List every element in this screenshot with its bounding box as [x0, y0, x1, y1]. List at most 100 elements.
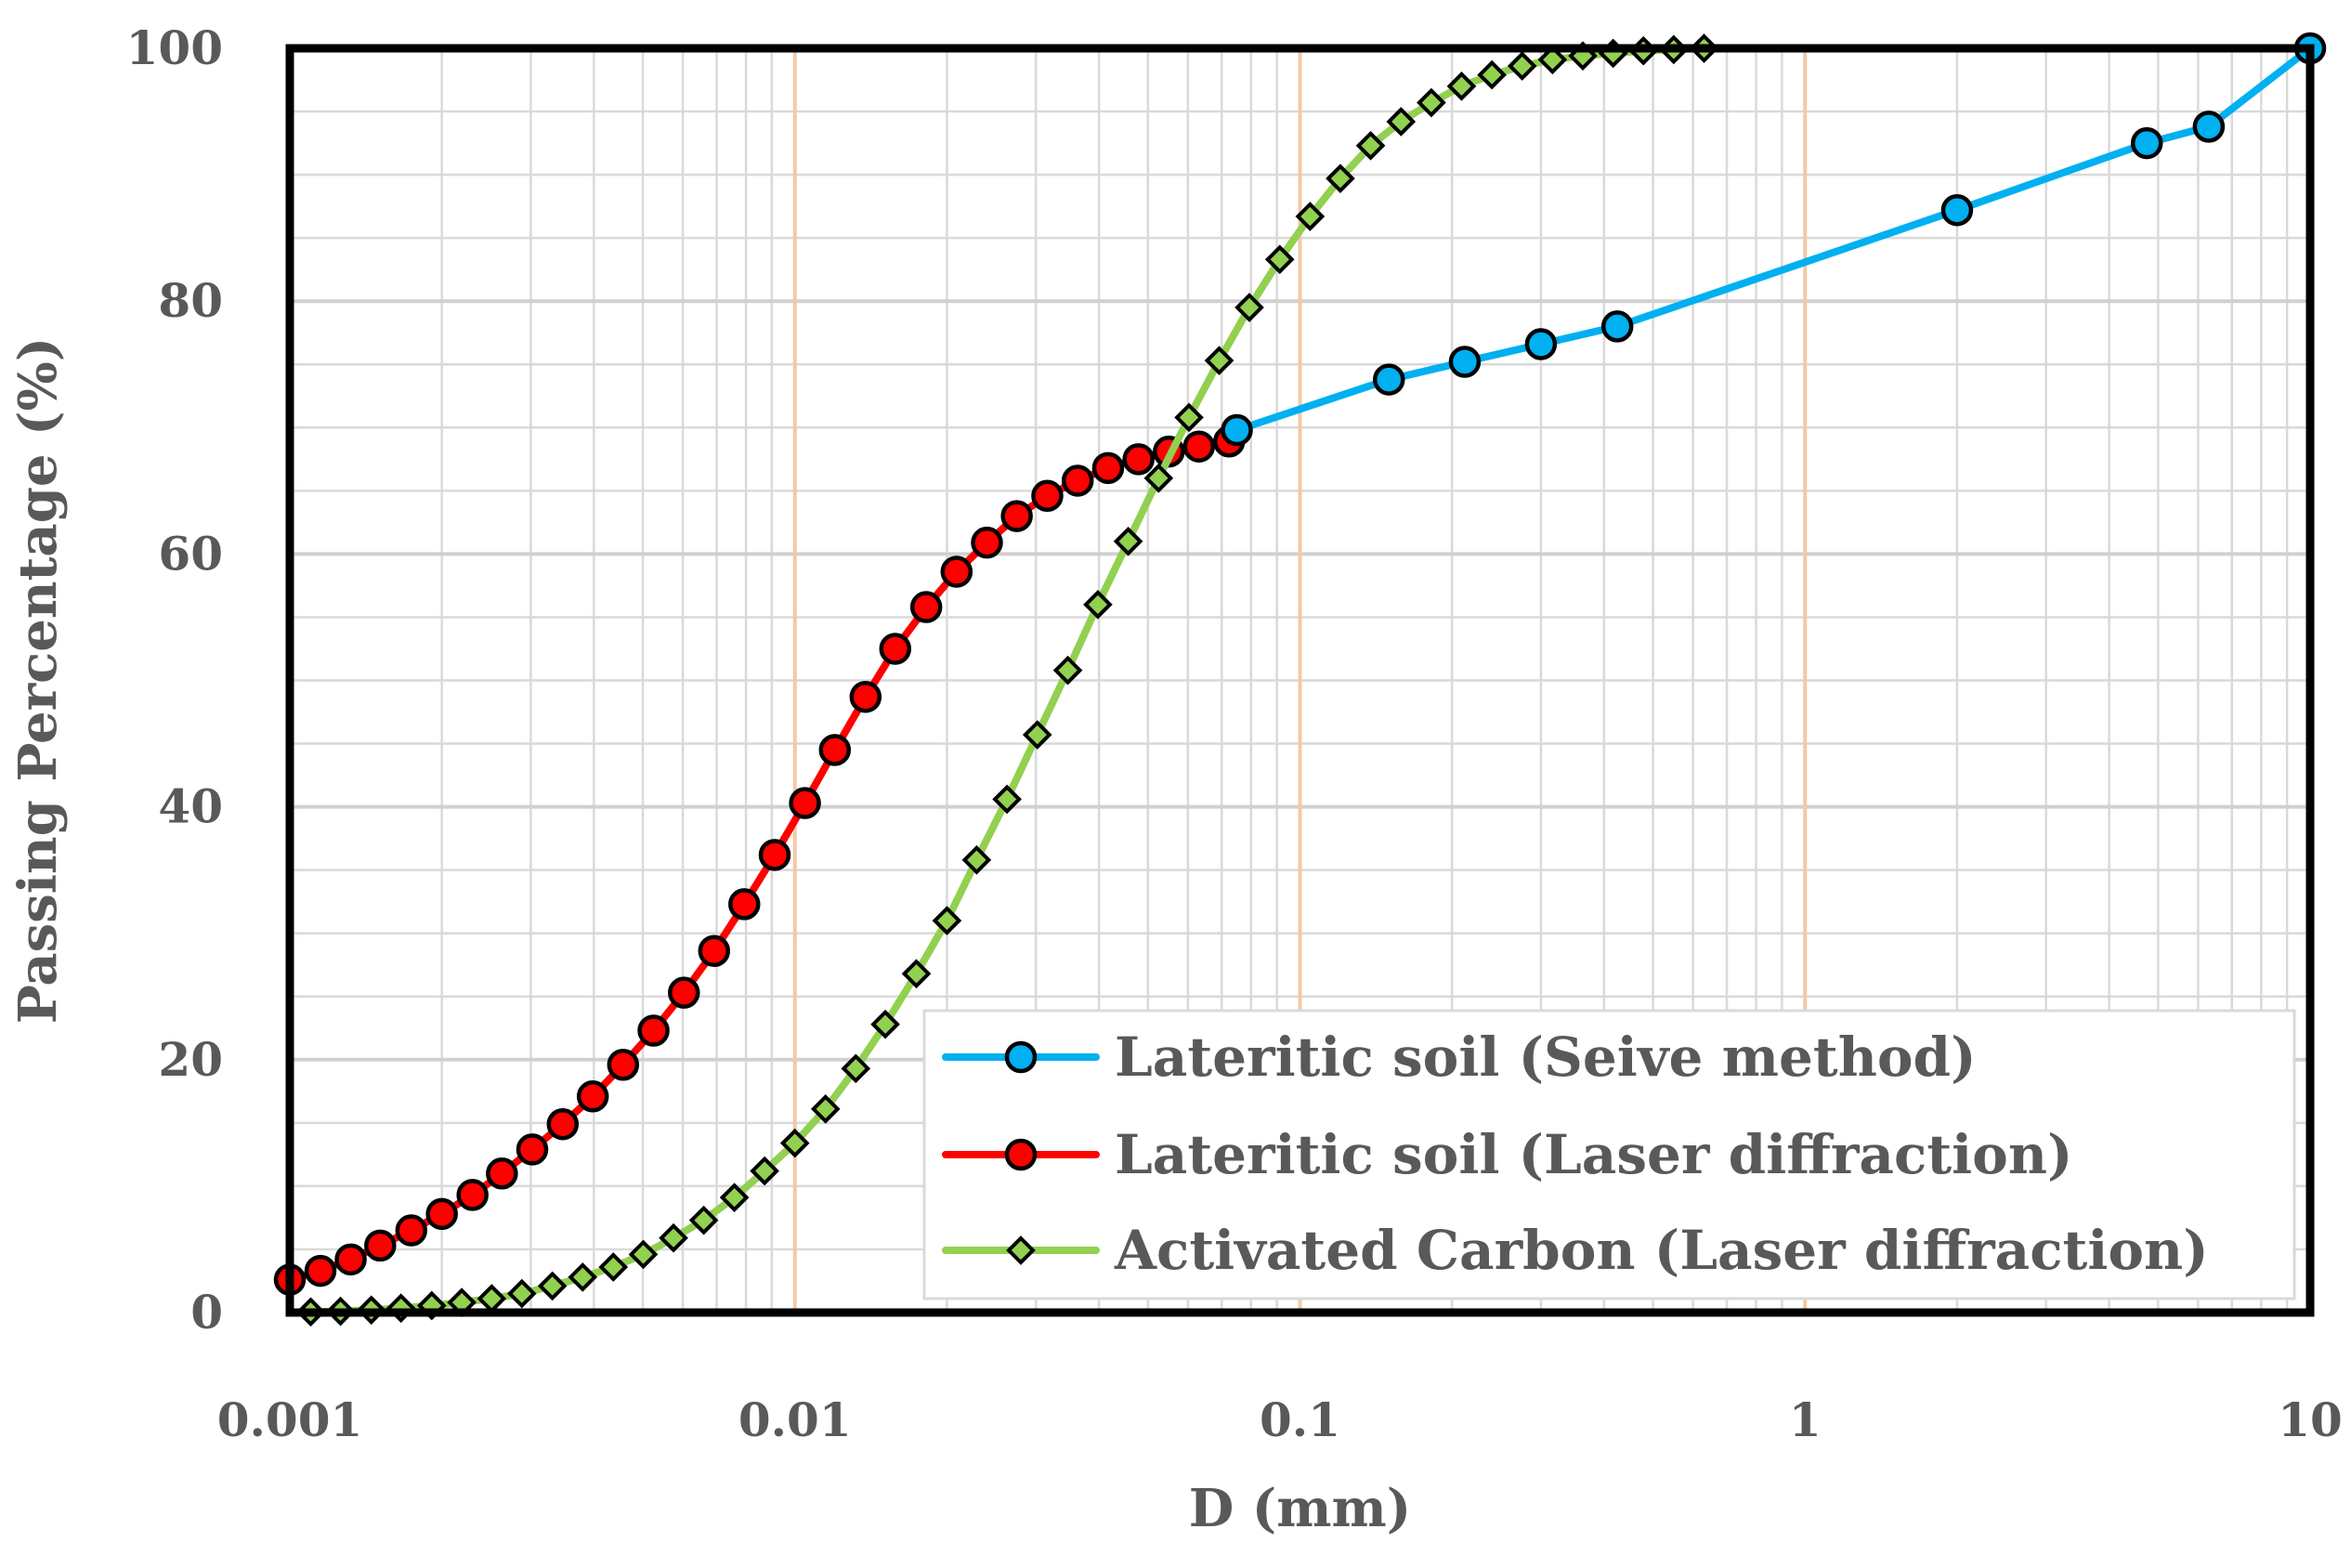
data-point [1113, 526, 1143, 556]
data-point [364, 1229, 397, 1262]
data-point [1234, 293, 1264, 322]
data-point [1386, 107, 1417, 137]
data-point [1174, 402, 1204, 433]
legend-swatch-marker [1004, 1138, 1038, 1171]
x-tick-label: 0.01 [738, 1392, 852, 1447]
data-point [1204, 346, 1234, 375]
data-point [1143, 463, 1174, 493]
legend-swatch-marker [1004, 1040, 1038, 1074]
data-point [1000, 500, 1033, 532]
data-point [2130, 126, 2163, 160]
y-tick-label: 20 [158, 1032, 223, 1087]
data-point [901, 959, 932, 989]
legend-label-laser-soil: Lateritic soil (Laser diffraction) [1115, 1123, 2072, 1186]
legend-entry-laser-soil: Lateritic soil (Laser diffraction) [942, 1123, 2072, 1186]
data-point [516, 1133, 549, 1166]
data-point [304, 1254, 337, 1287]
data-point [637, 1014, 670, 1047]
data-point [1091, 451, 1125, 485]
data-point [537, 1271, 568, 1301]
x-tick-label: 0.1 [1260, 1392, 1340, 1447]
legend-entry-sieve: Lateritic soil (Seive method) [942, 1026, 1977, 1089]
data-point [1022, 720, 1052, 750]
data-point [940, 555, 973, 588]
data-point [607, 1048, 640, 1081]
data-point [1940, 193, 1974, 227]
data-point [1537, 45, 1568, 75]
data-point [1083, 590, 1113, 620]
data-point [841, 1053, 871, 1084]
data-point [870, 1009, 900, 1039]
data-point [810, 1094, 841, 1124]
data-point [1355, 130, 1386, 161]
data-point [1326, 163, 1355, 194]
data-point [961, 844, 992, 875]
data-point [1507, 51, 1537, 81]
data-point [576, 1080, 609, 1113]
data-point [909, 591, 943, 623]
data-point [728, 888, 761, 921]
x-tick-label: 1 [1789, 1392, 1822, 1447]
y-tick-label: 80 [158, 273, 223, 328]
data-point [1061, 464, 1094, 497]
y-tick-label: 100 [126, 20, 223, 75]
data-point [1448, 346, 1482, 378]
data-point [688, 1205, 719, 1235]
data-point [992, 784, 1022, 815]
data-point [779, 1128, 810, 1158]
data-point [2192, 111, 2226, 143]
data-point [971, 526, 1003, 559]
data-point [849, 680, 882, 713]
data-point [719, 1183, 750, 1212]
legend-box [922, 1009, 2296, 1300]
data-point [1524, 328, 1558, 360]
data-point [628, 1239, 659, 1270]
data-point [1182, 430, 1216, 463]
data-point [568, 1262, 598, 1292]
data-point [758, 839, 791, 871]
y-tick-label: 0 [190, 1285, 223, 1339]
data-point [425, 1197, 458, 1231]
x-tick-label: 0.001 [217, 1392, 363, 1447]
x-axis-title: D (mm) [1189, 1478, 1412, 1539]
data-point [456, 1179, 489, 1211]
data-point [932, 906, 962, 935]
data-point [659, 1222, 688, 1253]
x-tick-label: 10 [2278, 1392, 2343, 1447]
y-axis-title: Passing Percentage (%) [7, 337, 69, 1024]
data-point [818, 734, 852, 766]
plot-frame [285, 44, 2315, 1317]
data-point [698, 934, 731, 968]
data-point [546, 1107, 580, 1141]
data-point [395, 1214, 428, 1247]
series-2 [295, 33, 1719, 1327]
data-point [1477, 59, 1507, 90]
data-point [598, 1252, 629, 1282]
tick-labels: 0 20 40 60 80 100 0.001 0.01 0.1 1 10 [126, 20, 2343, 1447]
data-point [750, 1156, 779, 1186]
data-point [1600, 310, 1634, 343]
data-point [1417, 87, 1446, 118]
data-point [1372, 363, 1405, 396]
data-point [1052, 655, 1083, 686]
legend-entry-carbon: Activated Carbon (Laser diffraction) [942, 1219, 2209, 1282]
data-point [1221, 413, 1253, 447]
data-point [879, 633, 912, 665]
data-point [486, 1157, 518, 1190]
data-point [334, 1243, 367, 1276]
data-point [1031, 479, 1064, 513]
data-point [1295, 202, 1326, 231]
data-point [1446, 72, 1477, 101]
y-tick-label: 40 [158, 779, 223, 834]
y-tick-label: 60 [158, 526, 223, 581]
data-point [1122, 443, 1155, 476]
legend-label-carbon: Activated Carbon (Laser diffraction) [1114, 1219, 2209, 1282]
legend-swatch-marker [1006, 1235, 1036, 1265]
legend: Lateritic soil (Seive method) Lateritic … [922, 1009, 2296, 1300]
data-point [1264, 244, 1295, 275]
legend-label-sieve: Lateritic soil (Seive method) [1115, 1026, 1977, 1089]
data-point [789, 787, 821, 819]
data-point [668, 976, 700, 1009]
